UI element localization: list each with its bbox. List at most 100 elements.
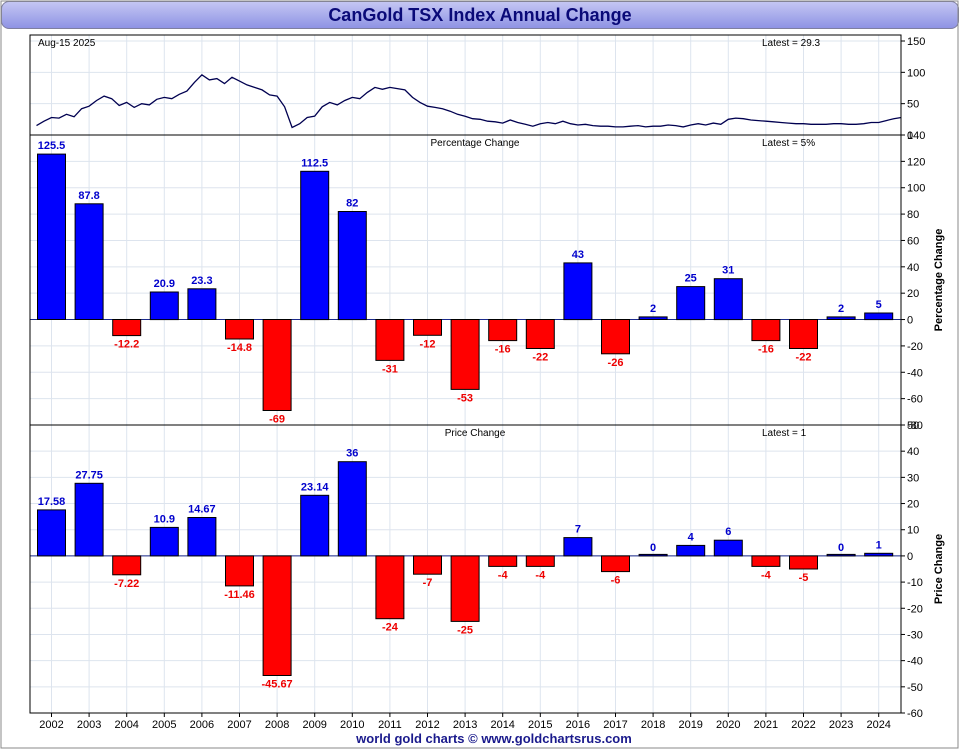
bar-value-label: 0 xyxy=(838,542,844,554)
y-tick-label: 40 xyxy=(907,262,919,274)
bar-value-label: -14.8 xyxy=(227,342,252,354)
y-axis-title: Percentage Change xyxy=(933,229,945,332)
bar-value-label: -11.46 xyxy=(224,589,255,601)
y-tick-label: 20 xyxy=(907,499,919,511)
x-tick-label: 2007 xyxy=(227,719,251,731)
date-label: Aug-15 2025 xyxy=(38,38,96,49)
x-tick-label: 2024 xyxy=(866,719,890,731)
bar-value-label: -12.2 xyxy=(114,339,139,351)
y-tick-label: -10 xyxy=(907,577,923,589)
y-tick-label: 120 xyxy=(907,156,925,168)
x-tick-label: 2018 xyxy=(641,719,665,731)
y-tick-label: 0 xyxy=(907,551,913,563)
x-tick-label: 2006 xyxy=(190,719,214,731)
bar-value-label: 125.5 xyxy=(38,140,66,152)
bar-2010 xyxy=(337,461,367,557)
bar-2015 xyxy=(525,555,555,567)
bar-value-label: -7 xyxy=(423,577,433,589)
bar-value-label: 112.5 xyxy=(301,157,328,169)
bar-2010 xyxy=(337,211,367,321)
y-tick-label: 20 xyxy=(907,288,919,300)
bar-value-label: -22 xyxy=(796,352,812,364)
bar-value-label: 20.9 xyxy=(154,278,175,290)
y-tick-label: 60 xyxy=(907,235,919,247)
bar-value-label: -25 xyxy=(457,624,473,636)
bar-2009 xyxy=(300,170,330,321)
bar-value-label: 25 xyxy=(685,273,697,285)
y-tick-label: -40 xyxy=(907,656,923,668)
bar-2018 xyxy=(638,316,668,320)
bar-value-label: 43 xyxy=(572,249,584,261)
latest-value-label: Latest = 1 xyxy=(762,428,807,439)
bar-value-label: -22 xyxy=(532,352,548,364)
x-tick-label: 2010 xyxy=(340,719,364,731)
x-tick-label: 2003 xyxy=(77,719,101,731)
y-tick-label: -80 xyxy=(907,420,923,432)
bar-value-label: 1 xyxy=(876,539,882,551)
panel-title: Price Change xyxy=(445,428,506,439)
y-tick-label: 40 xyxy=(907,446,919,458)
bar-value-label: 2 xyxy=(650,303,656,315)
bar-2019 xyxy=(676,286,706,321)
bar-2021 xyxy=(751,319,781,342)
bar-value-label: -53 xyxy=(457,392,473,404)
index-price-line xyxy=(36,73,902,129)
x-tick-label: 2015 xyxy=(528,719,552,731)
y-tick-label: 150 xyxy=(907,36,925,48)
bar-value-label: -69 xyxy=(269,414,285,426)
bar-value-label: 23.14 xyxy=(301,481,329,493)
bar-2009 xyxy=(300,494,330,557)
bar-value-label: 10.9 xyxy=(154,513,175,525)
bar-2020 xyxy=(713,278,743,321)
bar-2012 xyxy=(413,319,442,336)
y-tick-label: 50 xyxy=(907,99,919,111)
x-tick-label: 2021 xyxy=(754,719,778,731)
bar-2003 xyxy=(74,482,104,557)
bar-2016 xyxy=(563,537,593,557)
y-tick-label: -50 xyxy=(907,682,923,694)
x-tick-label: 2002 xyxy=(39,719,63,731)
bar-2023 xyxy=(826,316,856,320)
bar-value-label: -24 xyxy=(382,622,399,634)
bar-2012 xyxy=(413,555,442,575)
y-tick-label: -20 xyxy=(907,341,923,353)
y-tick-label: 140 xyxy=(907,130,925,142)
y-tick-label: -40 xyxy=(907,367,923,379)
bar-value-label: -16 xyxy=(758,344,774,356)
bar-value-label: 5 xyxy=(876,299,882,311)
x-tick-label: 2022 xyxy=(791,719,815,731)
bar-value-label: -4 xyxy=(761,569,772,581)
bar-2007 xyxy=(225,319,254,340)
y-axis-title: Price Change xyxy=(933,534,945,604)
x-tick-label: 2016 xyxy=(566,719,590,731)
y-tick-label: 100 xyxy=(907,67,925,79)
bar-value-label: -7.22 xyxy=(114,578,139,590)
x-tick-label: 2014 xyxy=(490,719,514,731)
bar-2021 xyxy=(751,555,781,567)
bar-2024 xyxy=(864,552,894,557)
bar-value-label: -16 xyxy=(495,344,511,356)
bar-2018 xyxy=(638,553,668,557)
chart-title: CanGold TSX Index Annual Change xyxy=(1,1,959,29)
x-tick-label: 2005 xyxy=(152,719,176,731)
footer-credit: world gold charts © www.goldchartsrus.co… xyxy=(355,731,632,746)
bar-2022 xyxy=(789,319,818,349)
bar-value-label: 17.58 xyxy=(38,496,66,508)
y-tick-label: -60 xyxy=(907,708,923,720)
bar-2014 xyxy=(488,319,518,342)
bar-2017 xyxy=(601,319,630,355)
bar-2003 xyxy=(74,203,104,320)
y-tick-label: 30 xyxy=(907,472,919,484)
latest-value-label: Latest = 5% xyxy=(762,138,815,149)
bar-value-label: 4 xyxy=(688,531,695,543)
bar-2008 xyxy=(262,319,292,411)
x-tick-label: 2012 xyxy=(415,719,439,731)
y-tick-label: -60 xyxy=(907,394,923,406)
y-tick-label: 10 xyxy=(907,525,919,537)
y-tick-label: -30 xyxy=(907,629,923,641)
bar-value-label: 36 xyxy=(346,448,358,460)
bar-value-label: -31 xyxy=(382,363,398,375)
bar-2005 xyxy=(149,291,179,321)
bar-2011 xyxy=(375,555,405,620)
